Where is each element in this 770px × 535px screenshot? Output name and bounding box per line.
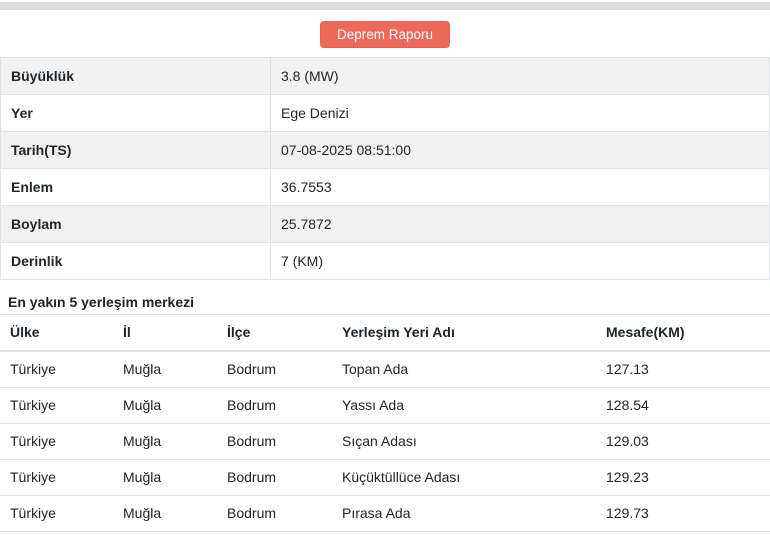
cell-mesafe: 127.13 xyxy=(596,351,770,388)
table-row: Enlem 36.7553 xyxy=(0,168,770,206)
cell-ulke: Türkiye xyxy=(0,423,113,460)
cell-mesafe: 128.54 xyxy=(596,387,770,424)
cell-il: Muğla xyxy=(113,423,217,460)
detail-label-boylam: Boylam xyxy=(0,205,271,243)
detail-value-boylam: 25.7872 xyxy=(270,205,770,243)
cell-ulke: Türkiye xyxy=(0,459,113,496)
table-row: Büyüklük 3.8 (MW) xyxy=(0,57,770,95)
column-header-ulke: Ülke xyxy=(0,314,113,352)
column-header-ilce: İlçe xyxy=(217,314,332,352)
detail-value-yer: Ege Denizi xyxy=(270,94,770,132)
cell-ilce: Bodrum xyxy=(217,351,332,388)
column-header-yerlesim: Yerleşim Yeri Adı xyxy=(332,314,596,352)
cell-il: Muğla xyxy=(113,387,217,424)
cell-ilce: Bodrum xyxy=(217,459,332,496)
detail-value-enlem: 36.7553 xyxy=(270,168,770,206)
table-row: Türkiye Muğla Bodrum Topan Ada 127.13 xyxy=(0,351,770,388)
cell-il: Muğla xyxy=(113,351,217,388)
nearest-settlements-title: En yakın 5 yerleşim merkezi xyxy=(8,294,194,310)
cell-yerlesim: Yassı Ada xyxy=(332,387,596,424)
detail-label-buyukluk: Büyüklük xyxy=(0,57,271,95)
table-row: Derinlik 7 (KM) xyxy=(0,242,770,280)
cell-mesafe: 129.03 xyxy=(596,423,770,460)
top-scrollbar-strip xyxy=(0,2,770,10)
cell-il: Muğla xyxy=(113,495,217,532)
table-row: Türkiye Muğla Bodrum Pırasa Ada 129.73 xyxy=(0,495,770,532)
cell-yerlesim: Küçüktüllüce Adası xyxy=(332,459,596,496)
cell-yerlesim: Topan Ada xyxy=(332,351,596,388)
earthquake-details-table: Büyüklük 3.8 (MW) Yer Ege Denizi Tarih(T… xyxy=(0,57,770,280)
cell-ulke: Türkiye xyxy=(0,495,113,532)
table-row: Türkiye Muğla Bodrum Küçüktüllüce Adası … xyxy=(0,459,770,496)
detail-value-tarih: 07-08-2025 08:51:00 xyxy=(270,131,770,169)
detail-label-tarih: Tarih(TS) xyxy=(0,131,271,169)
table-row: Türkiye Muğla Bodrum Yassı Ada 128.54 xyxy=(0,387,770,424)
detail-label-derinlik: Derinlik xyxy=(0,242,271,280)
cell-ilce: Bodrum xyxy=(217,495,332,532)
detail-label-yer: Yer xyxy=(0,94,271,132)
detail-value-derinlik: 7 (KM) xyxy=(270,242,770,280)
cell-ilce: Bodrum xyxy=(217,387,332,424)
cell-ilce: Bodrum xyxy=(217,423,332,460)
table-row: Boylam 25.7872 xyxy=(0,205,770,243)
cell-il: Muğla xyxy=(113,459,217,496)
detail-value-buyukluk: 3.8 (MW) xyxy=(270,57,770,95)
cell-ulke: Türkiye xyxy=(0,351,113,388)
cell-ulke: Türkiye xyxy=(0,387,113,424)
cell-yerlesim: Pırasa Ada xyxy=(332,495,596,532)
cell-mesafe: 129.73 xyxy=(596,495,770,532)
cell-yerlesim: Sıçan Adası xyxy=(332,423,596,460)
table-header-row: Ülke İl İlçe Yerleşim Yeri Adı Mesafe(KM… xyxy=(0,314,770,352)
cell-mesafe: 129.23 xyxy=(596,459,770,496)
nearest-settlements-table: Ülke İl İlçe Yerleşim Yeri Adı Mesafe(KM… xyxy=(0,314,770,532)
button-bar: Deprem Raporu xyxy=(0,10,770,57)
detail-label-enlem: Enlem xyxy=(0,168,271,206)
table-row: Türkiye Muğla Bodrum Sıçan Adası 129.03 xyxy=(0,423,770,460)
table-row: Tarih(TS) 07-08-2025 08:51:00 xyxy=(0,131,770,169)
column-header-il: İl xyxy=(113,314,217,352)
table-row: Yer Ege Denizi xyxy=(0,94,770,132)
column-header-mesafe: Mesafe(KM) xyxy=(596,314,770,352)
deprem-raporu-button[interactable]: Deprem Raporu xyxy=(319,21,451,48)
